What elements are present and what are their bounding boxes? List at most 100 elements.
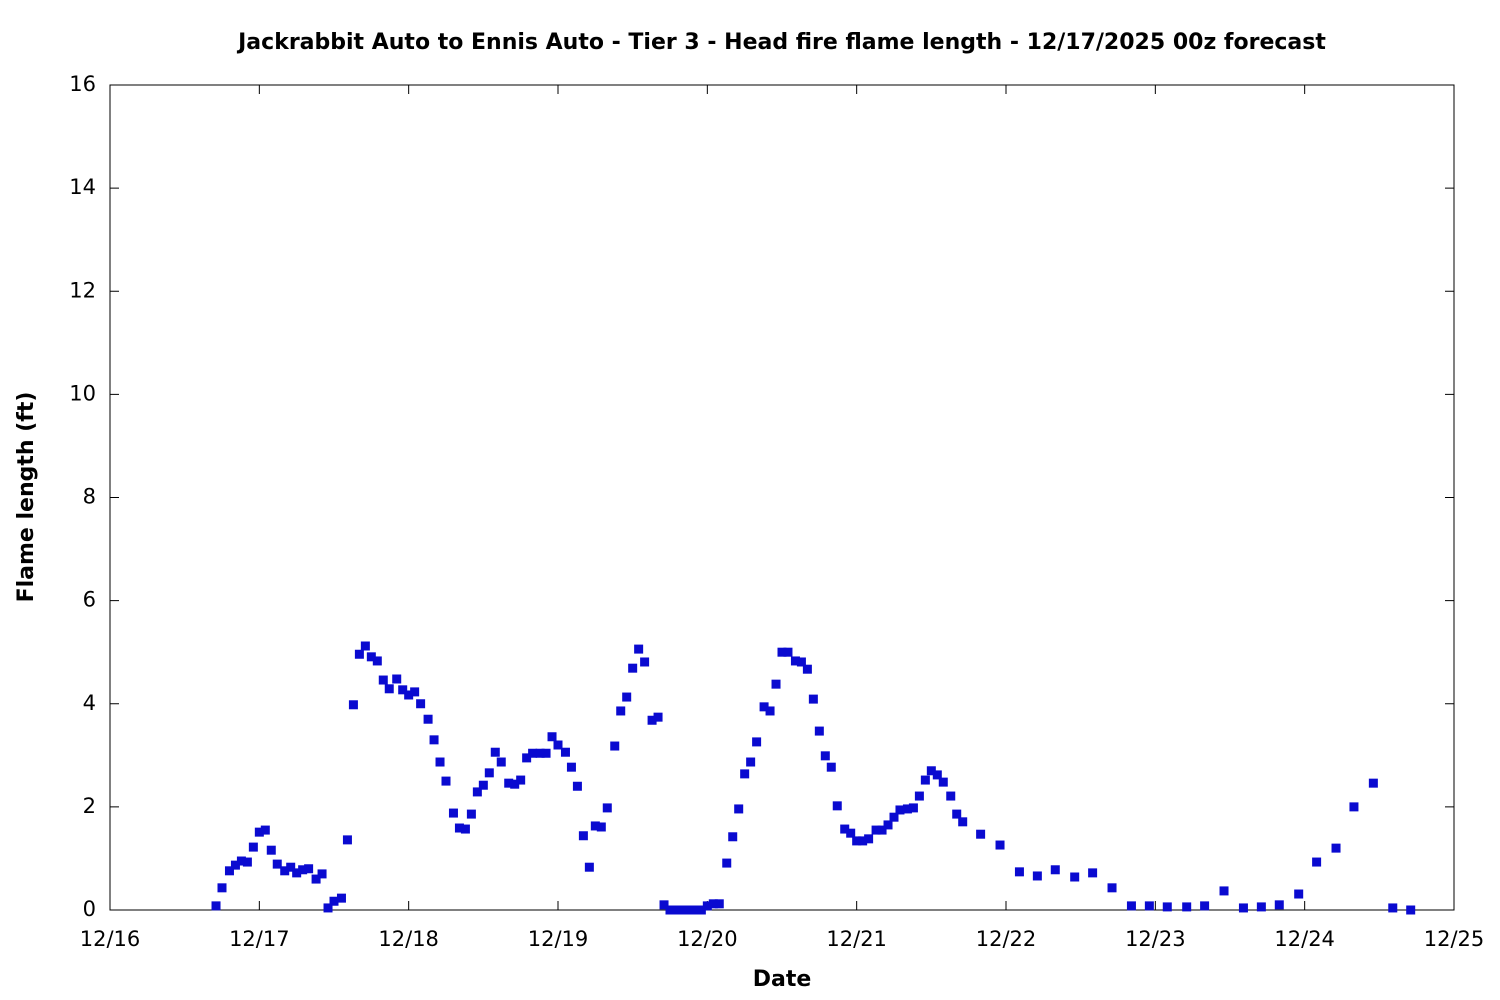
data-point: [1274, 900, 1284, 910]
data-point: [416, 699, 426, 709]
data-point: [958, 817, 968, 827]
data-point: [902, 804, 912, 814]
data-point: [765, 706, 775, 716]
data-point: [790, 656, 800, 666]
data-point: [242, 857, 252, 867]
data-point: [634, 644, 644, 654]
data-point: [728, 832, 738, 842]
data-point: [1312, 857, 1322, 867]
data-point: [926, 766, 936, 776]
data-point: [217, 883, 227, 893]
data-point: [336, 893, 346, 903]
data-point: [354, 649, 364, 659]
data-point: [466, 809, 476, 819]
data-point: [224, 866, 234, 876]
data-point: [752, 737, 762, 747]
data-point: [572, 781, 582, 791]
data-point: [1294, 889, 1304, 899]
data-point: [932, 770, 942, 780]
data-point: [653, 712, 663, 722]
data-point: [946, 791, 956, 801]
data-point: [516, 775, 526, 785]
data-point: [696, 905, 706, 915]
data-point: [995, 840, 1005, 850]
data-point: [547, 732, 557, 742]
x-tick-label: 12/23: [1125, 927, 1186, 951]
data-point: [478, 780, 488, 790]
data-point: [472, 787, 482, 797]
data-point: [454, 823, 464, 833]
data-point: [1331, 843, 1341, 853]
data-point: [230, 860, 240, 870]
data-point: [1368, 778, 1378, 788]
x-tick-label: 12/17: [229, 927, 290, 951]
data-point: [832, 801, 842, 811]
y-tick-label: 2: [83, 794, 96, 818]
data-point: [690, 905, 700, 915]
y-tick-label: 16: [69, 72, 96, 96]
plot-frame: [109, 84, 1455, 911]
data-point: [435, 757, 445, 767]
data-point: [1107, 883, 1117, 893]
data-point: [802, 664, 812, 674]
data-point: [908, 803, 918, 813]
data-point: [342, 835, 352, 845]
data-point: [410, 687, 420, 697]
data-point: [1182, 902, 1192, 912]
y-tick-label: 10: [69, 381, 96, 405]
data-point: [404, 690, 414, 700]
data-point: [820, 751, 830, 761]
data-point: [1256, 902, 1266, 912]
data-point: [590, 821, 600, 831]
data-point: [714, 899, 724, 909]
x-tick-label: 12/22: [976, 927, 1037, 951]
data-point: [460, 824, 470, 834]
data-point: [298, 865, 308, 875]
data-point: [671, 905, 681, 915]
data-point: [260, 825, 270, 835]
data-point: [1388, 903, 1398, 913]
y-tick-label: 12: [69, 278, 96, 302]
data-point: [759, 702, 769, 712]
data-point: [1162, 902, 1172, 912]
data-point: [640, 657, 650, 667]
data-point: [1014, 867, 1024, 877]
data-point: [528, 748, 538, 758]
data-point: [622, 692, 632, 702]
data-point: [864, 834, 874, 844]
data-point: [814, 726, 824, 736]
data-point: [553, 740, 563, 750]
data-point: [1349, 802, 1359, 812]
data-point: [665, 905, 675, 915]
y-tick-label: 0: [83, 897, 96, 921]
data-point: [659, 900, 669, 910]
data-point: [584, 862, 594, 872]
data-point: [323, 903, 333, 913]
data-point: [236, 856, 246, 866]
data-point: [952, 809, 962, 819]
data-point: [272, 859, 282, 869]
data-point: [378, 675, 388, 685]
x-tick-label: 12/18: [378, 927, 439, 951]
data-point: [578, 831, 588, 841]
data-point: [1406, 905, 1416, 915]
x-tick-label: 12/25: [1424, 927, 1485, 951]
x-tick-label: 12/16: [80, 927, 141, 951]
data-point: [602, 803, 612, 813]
data-point: [448, 808, 458, 818]
data-point: [317, 869, 327, 879]
data-point: [490, 747, 500, 757]
data-point: [266, 845, 276, 855]
data-point: [610, 741, 620, 751]
data-point: [1032, 871, 1042, 881]
data-point: [254, 827, 264, 837]
data-point: [889, 812, 899, 822]
x-tick-label: 12/20: [677, 927, 738, 951]
data-point: [360, 641, 370, 651]
data-point: [541, 748, 551, 758]
data-point: [522, 753, 532, 763]
data-point: [484, 768, 494, 778]
data-point: [566, 762, 576, 772]
data-point: [858, 836, 868, 846]
data-point: [1219, 886, 1229, 896]
